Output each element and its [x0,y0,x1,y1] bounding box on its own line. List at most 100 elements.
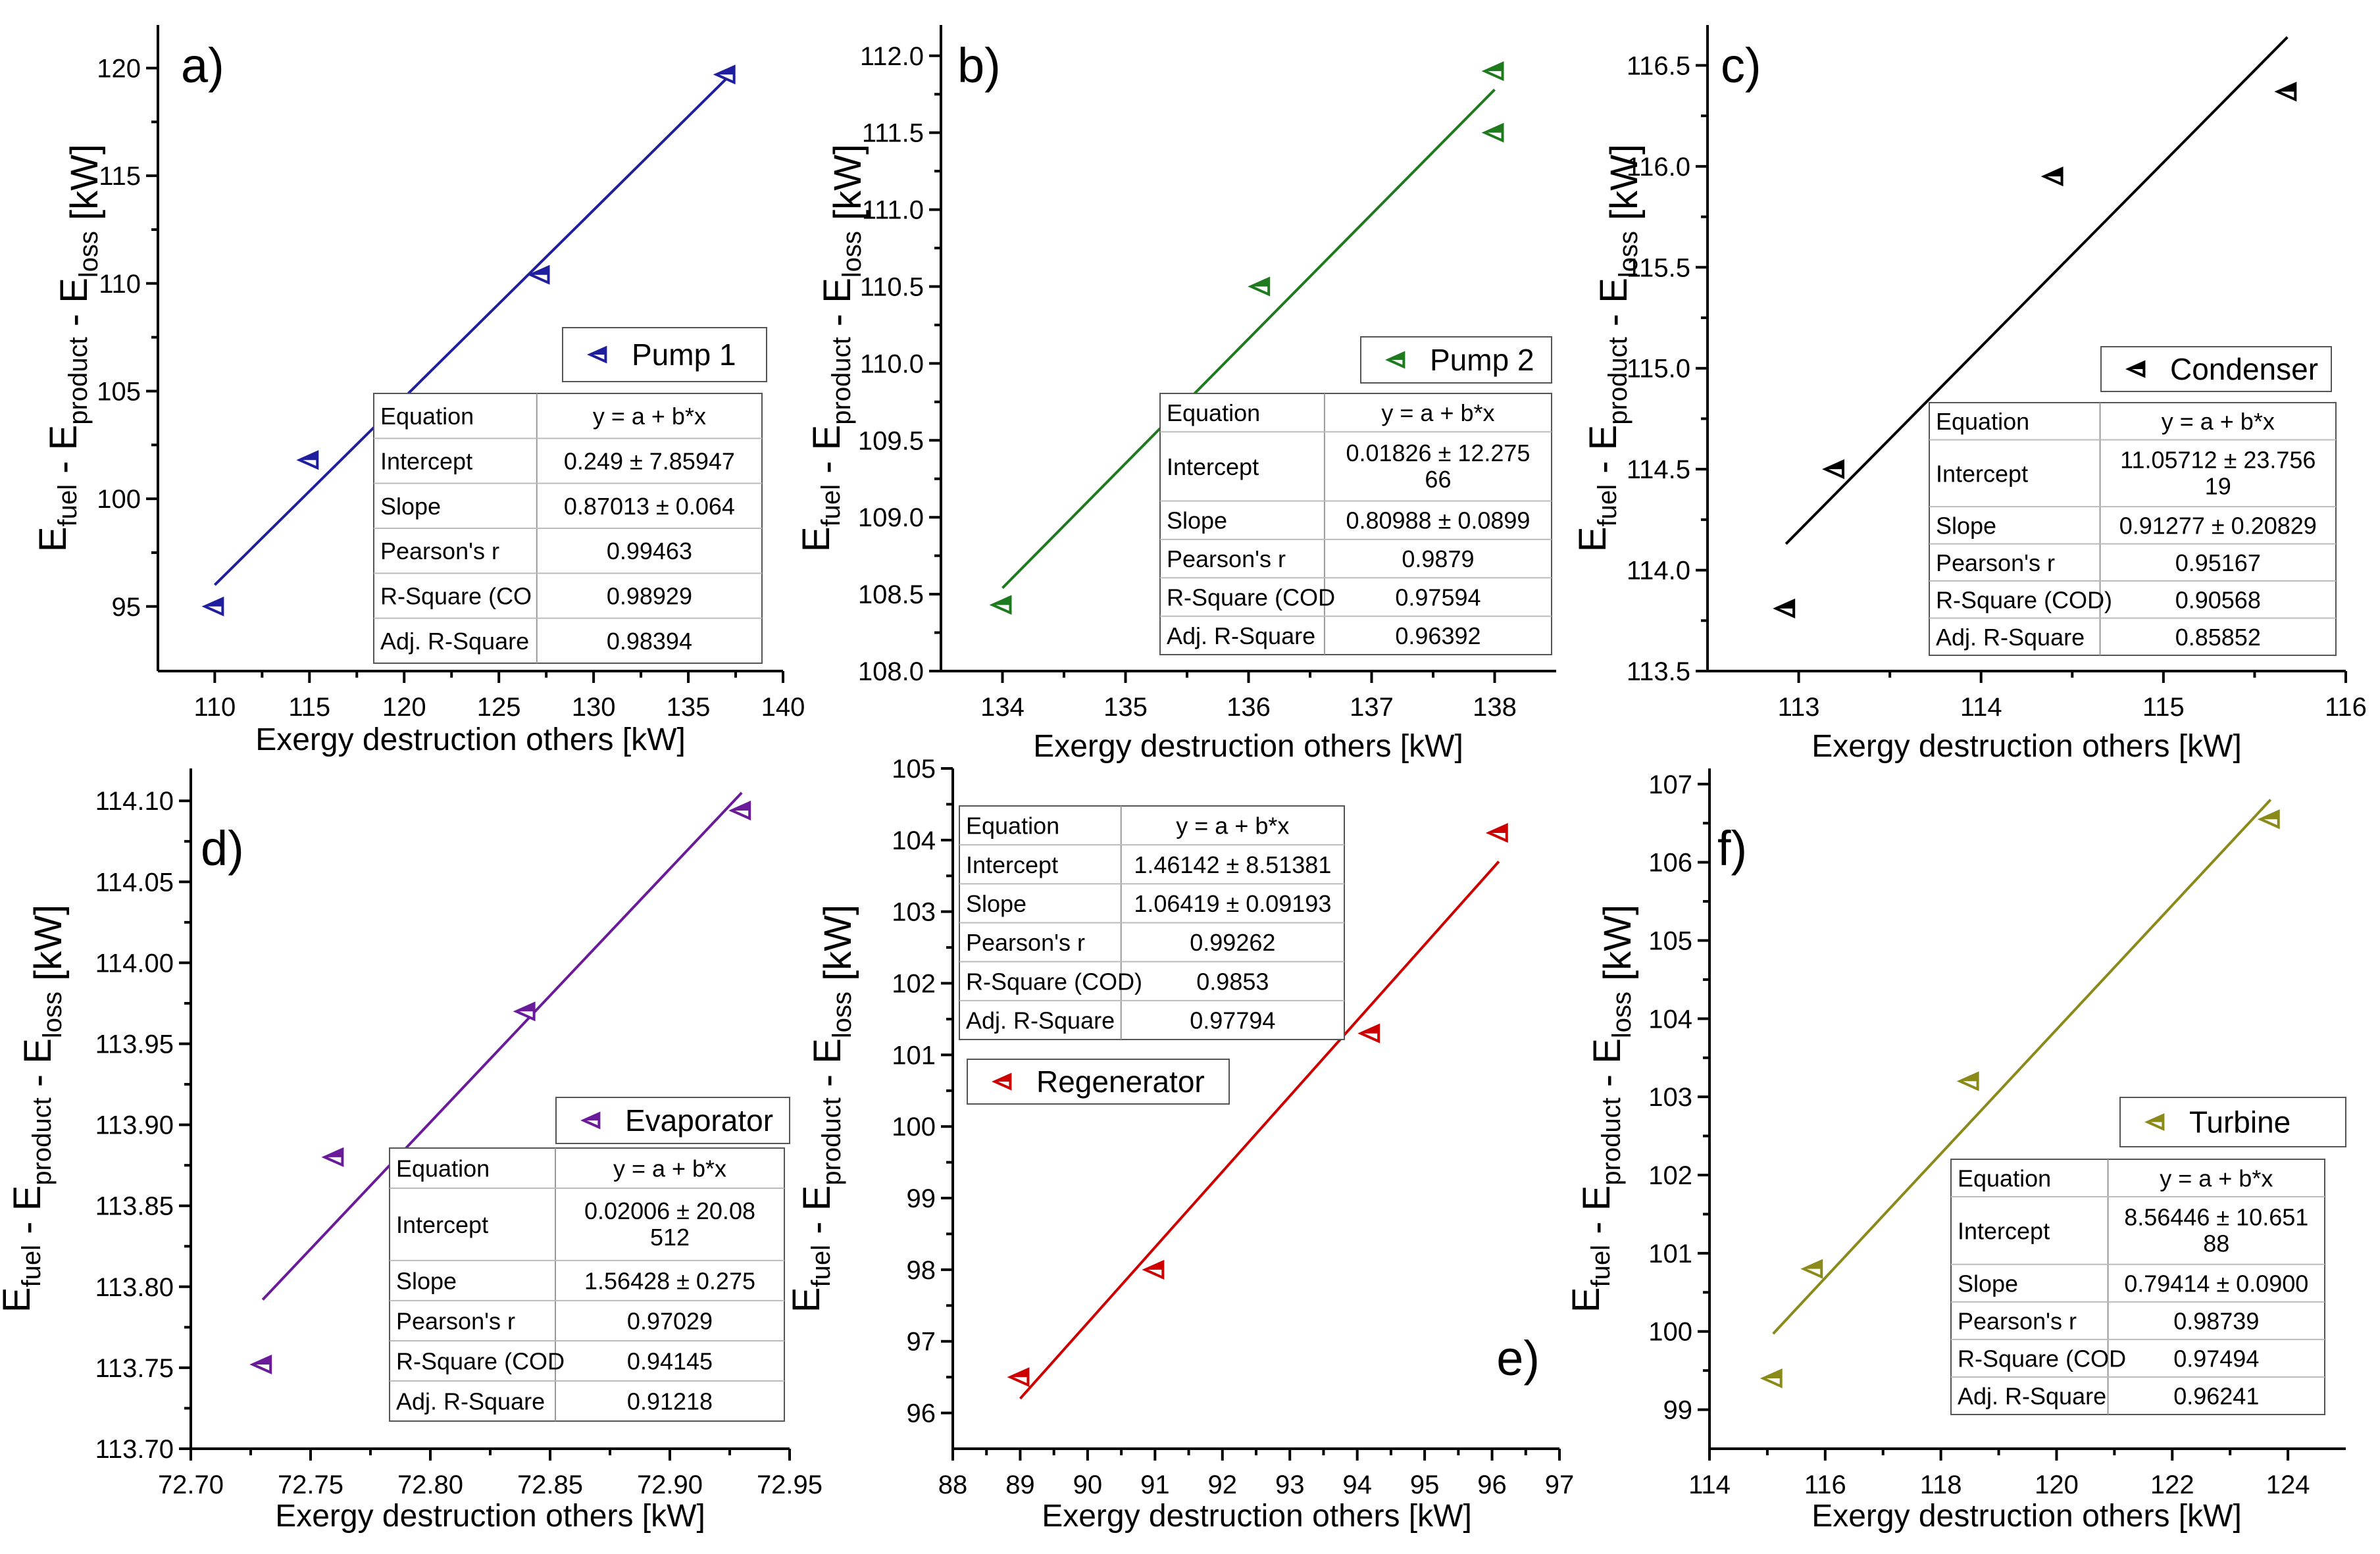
data-point-fill [530,266,549,275]
stats-table-value: 0.01826 ± 12.275 66 [1346,439,1530,493]
y-tick-label: 105 [97,377,141,406]
legend-marker-fill [584,1113,599,1120]
stats-table-key: Pearson's r [1167,545,1286,572]
y-tick-label: 99 [1663,1396,1693,1425]
stats-table-key: Equation [1167,399,1260,426]
x-axis-title: Exergy destruction others [kW] [255,722,686,757]
y-tick-label: 102 [1648,1161,1692,1190]
stats-table-key: Adj. R-Square [396,1388,545,1415]
stats-table-key: Equation [1936,408,2029,435]
data-point-fill [732,803,750,811]
y-tick-label: 105 [892,755,936,784]
legend-marker-fill [2148,1115,2164,1122]
stats-table-key: Slope [1936,512,1996,539]
panel-label: f) [1717,821,1747,876]
y-axis-title-subscript: product [28,1097,57,1185]
legend-label: Condenser [2170,352,2318,386]
y-axis-title-part: E [805,425,848,451]
y-axis-title-part: E [785,1287,828,1313]
stats-table-value: y = a + b*x [1381,399,1494,426]
stats-table-value: y = a + b*x [593,403,706,430]
panel-6: 114 116 118 120 122 124 99 100 101 102 103 104 105 10… [1565,768,2346,1534]
y-axis-title-part: E [1582,425,1625,451]
x-tick-label: 114 [1960,693,2002,722]
y-axis-title-subscript: fuel [807,1245,836,1288]
y-axis-title-subscript: product [1604,337,1633,424]
x-tick-label: 72.95 [757,1470,823,1499]
y-tick-label: 114.00 [95,949,174,978]
y-axis-title-part: - [816,303,859,338]
y-axis-title-subscript: loss [1614,231,1643,278]
stats-table-key: Intercept [1167,453,1259,480]
y-axis-title-subscript: product [827,337,856,424]
y-axis-title-part: E [42,425,85,451]
stats-table-value: 0.97594 [1395,584,1481,611]
y-axis-title-part: [kW] [817,905,859,991]
y-tick-label: 113.5 [1627,657,1690,686]
x-tick-label: 115 [2142,693,2185,722]
legend-marker-fill [1388,353,1404,360]
x-tick-label: 134 [980,693,1025,722]
y-axis-title-subscript: product [1597,1097,1626,1185]
data-point-fill [2044,168,2062,177]
stats-table-key: Pearson's r [966,929,1085,956]
stats-table-key: Intercept [1936,460,2028,487]
y-axis-title-part: E [796,1186,838,1211]
y-axis-title-part: E [1592,278,1635,303]
y-tick-label: 104 [1648,1005,1692,1034]
stats-table-key: Slope [1958,1270,2018,1297]
x-tick-label: 113 [1778,693,1820,722]
x-tick-label: 72.90 [637,1470,703,1499]
fit-line [213,78,728,586]
y-axis-title-subscript: loss [38,991,67,1038]
stats-table-key: R-Square (CO [380,583,532,610]
y-tick-label: 110.5 [860,272,924,301]
stats-table-value: y = a + b*x [613,1155,726,1182]
y-axis-title: Efuel - Eproduct - Eloss [kW] [0,905,70,1313]
stats-table-key: R-Square (COD) [966,968,1142,995]
stats-table-value: 0.96241 [2173,1382,2259,1409]
y-axis-title-part: E [32,526,74,552]
stats-table-key: Equation [396,1155,490,1182]
y-tick-label: 113.95 [95,1030,174,1059]
y-tick-label: 107 [1648,770,1692,799]
y-axis-title-subscript: fuel [17,1245,46,1288]
data-point-fill [516,1003,534,1012]
x-tick-label: 140 [761,693,805,722]
stats-table-value-line: 0.01826 ± 12.275 [1346,439,1530,466]
legend-label: Turbine [2189,1105,2291,1140]
data-point-fill [1484,124,1503,133]
data-point-fill [1484,63,1503,72]
y-tick-label: 102 [892,970,936,999]
y-tick-label: 98 [907,1256,936,1285]
panel-3: 113 114 115 116 113.5 114.0 114.5 115.0 115.5 116… [1571,25,2367,764]
x-tick-label: 116 [2325,693,2367,722]
y-axis-title-part: [kW] [63,144,106,231]
fit-line [1001,88,1496,589]
stats-table-value: 0.87013 ± 0.064 [564,493,735,520]
y-tick-label: 111.0 [862,196,924,225]
y-tick-label: 100 [1648,1318,1692,1347]
y-axis-title-part: E [0,1287,38,1313]
stats-table-value: 0.98394 [607,628,692,655]
y-tick-label: 116.0 [1627,153,1690,182]
stats-table-value: 1.06419 ± 0.09193 [1134,890,1331,917]
y-axis-title-part: - [806,1064,849,1098]
stats-table-key: Adj. R-Square [966,1007,1115,1034]
legend-label: Pump 2 [1430,343,1534,377]
stats-table-value: 11.05712 ± 23.756 19 [2120,446,2316,499]
y-axis-title-part: E [16,1038,59,1064]
y-axis-title-subscript: loss [1608,991,1636,1038]
y-tick-label: 109.0 [858,503,924,532]
stats-table-value: 0.9879 [1402,545,1474,572]
y-axis-title-part: - [1575,1211,1618,1245]
y-axis-title-part: - [6,1211,49,1245]
legend-label: Pump 1 [632,338,736,372]
x-tick-label: 97 [1545,1470,1575,1499]
data-point-fill [1251,278,1269,287]
data-point-fill [1804,1261,1822,1269]
y-tick-label: 109.5 [858,426,924,455]
stats-table-value-line: 88 [2203,1230,2229,1257]
stats-table [389,1147,785,1422]
y-tick-label: 110.0 [860,349,924,378]
